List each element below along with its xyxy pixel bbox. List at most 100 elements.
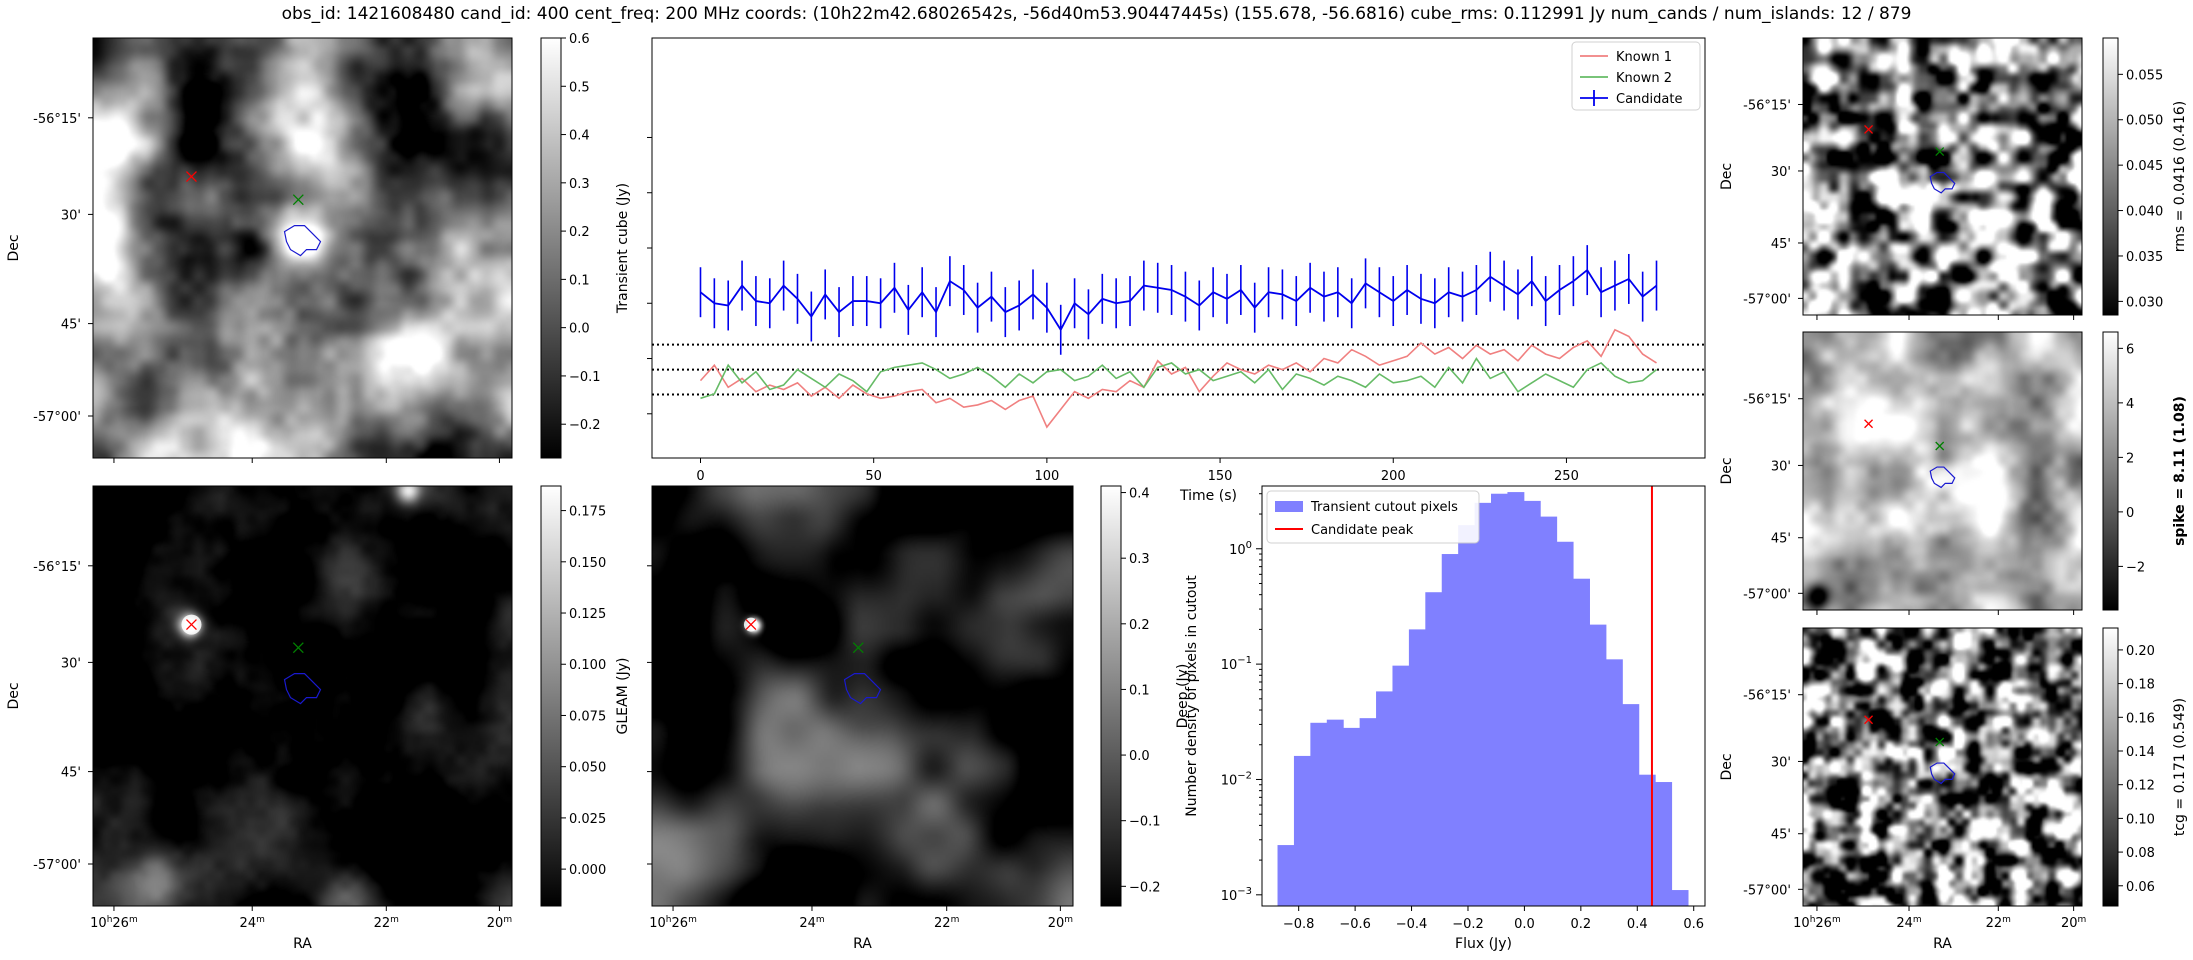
- dec-axis-label: Dec: [1719, 163, 1735, 190]
- histogram-bar: [1573, 578, 1590, 906]
- colorbar-tick-label: 0.045: [2126, 159, 2163, 174]
- candidate-contour: [283, 225, 322, 257]
- colorbar-tick-label: 0.050: [569, 761, 606, 776]
- histogram-bar: [1491, 493, 1508, 906]
- histogram-bar: [1392, 665, 1410, 906]
- colorbar: [2102, 331, 2119, 611]
- candidate-marker: [852, 642, 864, 654]
- dec-tick-label: -56°15': [33, 560, 81, 575]
- colorbar-tick-label: 0: [2126, 506, 2134, 521]
- colorbar-tick-label: 0.055: [2126, 68, 2163, 83]
- colorbar-tick-label: 0.4: [1129, 487, 1150, 502]
- dec-tick-label: 45': [1771, 828, 1791, 843]
- dec-tick-label: 30': [61, 656, 81, 671]
- candidate-contour: [1929, 466, 1956, 489]
- colorbar-tick-label: 0.125: [569, 607, 606, 622]
- sky-image: [1803, 38, 2082, 315]
- colorbar-tick-label: 0.050: [2126, 114, 2163, 129]
- histogram-bar: [1605, 659, 1623, 906]
- colorbar-label: Transient cube (Jy): [615, 183, 631, 314]
- histogram-bar: [1540, 516, 1558, 906]
- x-tick-label: 150: [1208, 469, 1233, 484]
- histogram-bar: [1326, 719, 1344, 906]
- colorbar-tick-label: 0.040: [2126, 205, 2163, 220]
- histogram-bar: [1622, 704, 1640, 906]
- colorbar-tick-label: 0.16: [2126, 711, 2155, 726]
- colorbar-label: spike = 8.11 (1.08): [2172, 396, 2188, 546]
- histogram-bar: [1474, 502, 1492, 906]
- colorbar: [2102, 37, 2119, 316]
- histogram-frame: [1261, 485, 1706, 907]
- colorbar-tick-label: −2: [2126, 560, 2145, 575]
- x-tick-label: −0.2: [1452, 917, 1484, 932]
- image-panel-spike: -56°15' 30' 45' -57°00' Dec 6 4 2 0 −2 spike = 8.1…: [1719, 331, 2188, 615]
- colorbar-tick-label: 0.000: [569, 863, 606, 878]
- histogram-bar: [1523, 500, 1541, 906]
- candidate-marker: [1935, 147, 1945, 157]
- y-axis-label: Number density of pixels in cutout: [1184, 575, 1200, 817]
- known-source-marker: [1864, 124, 1874, 134]
- known-source-marker: [186, 171, 197, 183]
- sky-image: [93, 486, 512, 906]
- histogram-bar: [1655, 782, 1673, 906]
- x-tick-label: −0.8: [1283, 917, 1315, 932]
- axes-frame: [651, 485, 1074, 907]
- dec-tick-label: -56°15': [1743, 98, 1791, 113]
- colorbar: [540, 37, 562, 459]
- dec-tick-label: 45': [61, 318, 81, 333]
- histogram-bar: [1343, 727, 1361, 906]
- axes-frame: [92, 37, 513, 459]
- ra-tick-label: 10h26m: [1793, 915, 1841, 931]
- colorbar-tick-label: 0.3: [1129, 552, 1150, 567]
- known-source-marker: [1864, 715, 1874, 725]
- colorbar-tick-label: 0.5: [569, 80, 590, 95]
- colorbar: [2102, 627, 2119, 907]
- dec-tick-label: 45': [61, 766, 81, 781]
- legend-label: Candidate: [1616, 92, 1682, 107]
- colorbar-tick-label: 0.100: [569, 658, 606, 673]
- colorbar-tick-label: −0.2: [1129, 880, 1161, 895]
- axes-frame: [92, 485, 513, 907]
- lightcurve-axes: [651, 37, 1706, 459]
- colorbar-tick-label: 0.12: [2126, 779, 2155, 794]
- dec-tick-label: -57°00': [1743, 292, 1791, 307]
- colorbar-tick-label: 0.08: [2126, 846, 2155, 861]
- ra-tick-label: 24m: [240, 915, 265, 931]
- candidate-contour: [1929, 171, 1956, 194]
- y-tick-label: 10−3: [1221, 886, 1252, 904]
- histogram-bar: [1408, 629, 1426, 906]
- colorbar-tick-label: 0.10: [2126, 812, 2155, 827]
- histogram-bar: [1359, 718, 1377, 906]
- dec-axis-label: Dec: [6, 682, 22, 709]
- x-axis-label: Time (s): [1179, 488, 1237, 504]
- dec-tick-label: 30': [1771, 755, 1791, 770]
- dec-tick-label: 45': [1771, 532, 1791, 547]
- x-tick-label: 200: [1381, 469, 1406, 484]
- colorbar-tick-label: 0.20: [2126, 644, 2155, 659]
- ra-tick-label: 22m: [1986, 915, 2011, 931]
- image-panel-transient: -56°15' 30' 45' -57°00' Dec 0.6 0.5 0.4 0.3 0.2 0.…: [6, 32, 631, 463]
- dec-tick-label: -56°15': [1743, 689, 1791, 704]
- x-axis-label: Flux (Jy): [1455, 936, 1512, 952]
- axes-frame: [1802, 37, 2083, 316]
- colorbar-tick-label: 0.6: [569, 32, 590, 47]
- x-tick-label: −0.4: [1396, 917, 1428, 932]
- histogram-bar: [1425, 592, 1443, 906]
- colorbar-tick-label: −0.1: [569, 370, 601, 385]
- image-panel-gleam: -56°15' 30' 45' -57°00' 10h26m 24m 22m 20m Dec RA…: [6, 485, 631, 952]
- legend: [1266, 490, 1480, 544]
- image-panel-deep: 10h26m 24m 22m 20m RA 0.4 0.3 0.2 0.1 0.0 −0.1 −0.2…: [647, 485, 1191, 952]
- colorbar-tick-label: 0.3: [569, 177, 590, 192]
- legend-label: Known 1: [1616, 50, 1672, 65]
- sky-image: [93, 38, 512, 458]
- candidate-contour: [843, 672, 882, 705]
- candidate-line: [699, 268, 1658, 332]
- dec-axis-label: Dec: [6, 234, 22, 261]
- ra-tick-label: 22m: [374, 915, 399, 931]
- ra-tick-label: 10h26m: [90, 915, 138, 931]
- dec-tick-label: -57°00': [1743, 883, 1791, 898]
- legend-swatch: [1275, 501, 1303, 512]
- colorbar-tick-label: 0.0: [569, 322, 590, 337]
- colorbar-tick-label: −0.1: [1129, 815, 1161, 830]
